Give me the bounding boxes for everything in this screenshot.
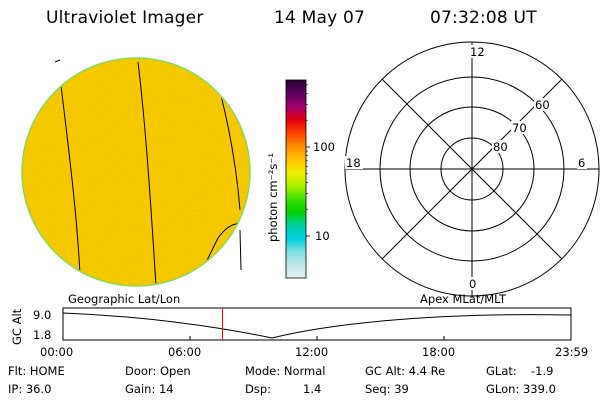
colorbar-tick-10: 10 — [315, 229, 330, 243]
timeline-right-title: Apex MLat/MLT — [420, 292, 507, 306]
status-ip: IP: 36.0 — [8, 382, 52, 396]
earth-disk-image — [21, 57, 251, 287]
colorbar-tick-100: 100 — [313, 140, 335, 154]
timeline-ymax: 9.0 — [33, 308, 51, 322]
mlat-label-80: 80 — [493, 140, 508, 154]
mlat-label-60: 60 — [535, 98, 550, 112]
timeline-ticks — [62, 336, 572, 340]
status-seq: Seq: 39 — [365, 382, 409, 396]
status-glon: GLon: 339.0 — [486, 382, 556, 396]
x-tick-1200: 12:00 — [295, 345, 328, 359]
x-tick-2359: 23:59 — [555, 345, 588, 359]
instrument-title: Ultraviolet Imager — [46, 8, 204, 28]
status-dsp-label: Dsp: — [245, 382, 272, 396]
status-door: Door: Open — [125, 364, 191, 378]
timeline-ymin: 1.8 — [33, 328, 51, 342]
status-gc-alt: GC Alt: 4.4 Re — [365, 364, 446, 378]
status-gain: Gain: 14 — [125, 382, 174, 396]
status-glat-label: GLat: — [486, 364, 517, 378]
mlat-label-70: 70 — [512, 121, 527, 135]
time-label: 07:32:08 UT — [430, 8, 537, 28]
timeline-left-title: Geographic Lat/Lon — [68, 292, 180, 306]
colorbar-unit-label: photon cm⁻²s⁻¹ — [266, 153, 280, 242]
mlt-label-6: 6 — [578, 156, 585, 170]
status-dsp-value: 1.4 — [303, 382, 322, 396]
date-label: 14 May 07 — [274, 8, 366, 28]
mlt-label-18: 18 — [346, 156, 361, 170]
mlt-label-12: 12 — [470, 45, 485, 59]
polar-plot — [344, 41, 600, 297]
x-tick-0600: 06:00 — [168, 345, 201, 359]
timeline-axis-label: GC Alt — [10, 308, 24, 345]
altitude-timeline: Geographic Lat/Lon Apex MLat/MLT GC Alt … — [10, 292, 588, 359]
status-mode: Mode: Normal — [245, 364, 326, 378]
x-tick-0000: 00:00 — [40, 345, 73, 359]
x-tick-1800: 18:00 — [422, 345, 455, 359]
status-flight: Flt: HOME — [8, 364, 65, 378]
polar-labels: 12 18 6 0 60 70 80 — [345, 45, 587, 291]
colorbar: 100 10 photon cm⁻²s⁻¹ — [266, 79, 335, 279]
altitude-curve — [62, 312, 572, 339]
status-glat-value: -1.9 — [531, 364, 554, 378]
mlt-label-0: 0 — [469, 277, 476, 291]
